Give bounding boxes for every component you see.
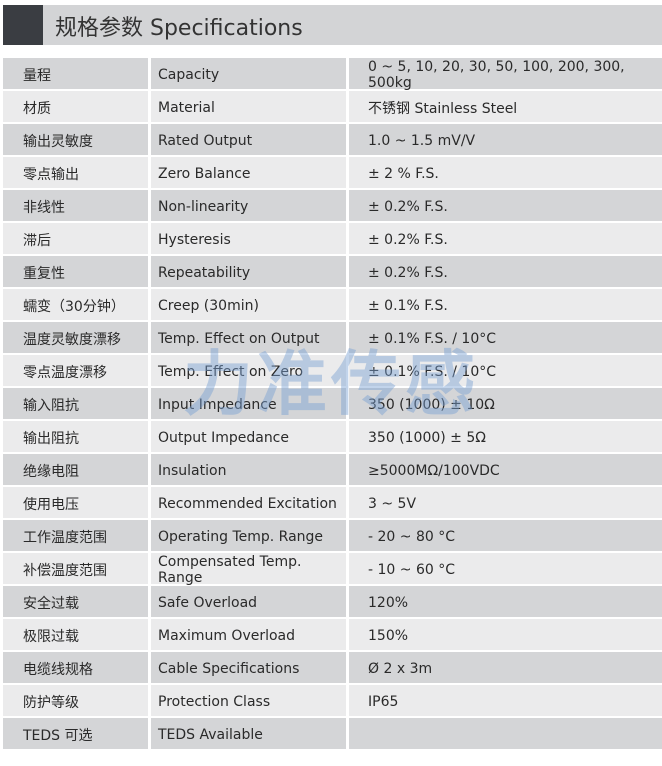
section-title: 规格参数 Specifications — [55, 16, 303, 41]
spec-name-en: Cable Specifications — [151, 652, 346, 683]
spec-value: 0 ~ 5, 10, 20, 30, 50, 100, 200, 300, 50… — [349, 58, 662, 91]
table-row: 电缆线规格 Cable Specifications Ø 2 x 3m — [3, 652, 662, 683]
spec-name-cn: 零点输出 — [3, 157, 148, 188]
spec-value: 350 (1000) ± 5Ω — [349, 421, 662, 452]
spec-value: 不锈钢 Stainless Steel — [349, 91, 662, 122]
spec-name-cn: 零点温度漂移 — [3, 355, 148, 386]
spec-name-cn: 安全过载 — [3, 586, 148, 617]
spec-name-cn: TEDS 可选 — [3, 718, 148, 749]
table-row: 零点温度漂移 Temp. Effect on Zero ± 0.1% F.S. / … — [3, 355, 662, 386]
spec-name-en: Hysteresis — [151, 223, 346, 254]
spec-value: 3 ~ 5V — [349, 487, 662, 518]
spec-name-cn: 工作温度范围 — [3, 520, 148, 551]
table-row: 输出灵敏度 Rated Output 1.0 ~ 1.5 mV/V — [3, 124, 662, 155]
spec-value: 150% — [349, 619, 662, 650]
spec-name-en: Material — [151, 91, 346, 122]
table-row: 量程 Capacity 0 ~ 5, 10, 20, 30, 50, 100, 20… — [3, 58, 662, 91]
section-header: 规格参数 Specifications — [3, 5, 662, 45]
spec-value: IP65 — [349, 685, 662, 716]
spec-name-cn: 绝缘电阻 — [3, 454, 148, 485]
spec-value: ≥5000MΩ/100VDC — [349, 454, 662, 485]
spec-name-en: Safe Overload — [151, 586, 346, 617]
table-row: 工作温度范围 Operating Temp. Range - 20 ~ 80 °C — [3, 520, 662, 551]
table-row: 防护等级 Protection Class IP65 — [3, 685, 662, 716]
spec-name-cn: 输出灵敏度 — [3, 124, 148, 155]
spec-name-en: Insulation — [151, 454, 346, 485]
spec-name-en: Zero Balance — [151, 157, 346, 188]
spec-value — [349, 718, 662, 749]
spec-value: ± 0.1% F.S. / 10°C — [349, 355, 662, 386]
spec-table: 量程 Capacity 0 ~ 5, 10, 20, 30, 50, 100, 20… — [3, 58, 662, 751]
table-row: 温度灵敏度漂移 Temp. Effect on Output ± 0.1% F.S.… — [3, 322, 662, 353]
table-row: 重复性 Repeatability ± 0.2% F.S. — [3, 256, 662, 287]
spec-name-en: Maximum Overload — [151, 619, 346, 650]
spec-name-cn: 输出阻抗 — [3, 421, 148, 452]
spec-value: - 20 ~ 80 °C — [349, 520, 662, 551]
spec-name-en: Rated Output — [151, 124, 346, 155]
table-row: 极限过载 Maximum Overload 150% — [3, 619, 662, 650]
spec-name-en: Temp. Effect on Output — [151, 322, 346, 353]
spec-name-en: Operating Temp. Range — [151, 520, 346, 551]
spec-name-cn: 重复性 — [3, 256, 148, 287]
spec-name-en: Temp. Effect on Zero — [151, 355, 346, 386]
spec-value: 1.0 ~ 1.5 mV/V — [349, 124, 662, 155]
spec-name-cn: 量程 — [3, 58, 148, 89]
spec-name-en: Compensated Temp. Range — [151, 553, 346, 586]
spec-name-cn: 补偿温度范围 — [3, 553, 148, 584]
spec-name-cn: 输入阻抗 — [3, 388, 148, 419]
spec-name-cn: 电缆线规格 — [3, 652, 148, 683]
header-block-decoration — [3, 5, 43, 45]
spec-name-cn: 蠕变（30分钟） — [3, 289, 148, 320]
spec-name-cn: 非线性 — [3, 190, 148, 221]
spec-name-en: Creep (30min) — [151, 289, 346, 320]
table-row: 补偿温度范围 Compensated Temp. Range - 10 ~ 60 °… — [3, 553, 662, 586]
table-row: 使用电压 Recommended Excitation 3 ~ 5V — [3, 487, 662, 518]
table-row: TEDS 可选 TEDS Available — [3, 718, 662, 749]
spec-name-cn: 温度灵敏度漂移 — [3, 322, 148, 353]
spec-name-cn: 极限过载 — [3, 619, 148, 650]
spec-value: ± 2 % F.S. — [349, 157, 662, 188]
table-row: 输入阻抗 Input Impedance 350 (1000) ± 10Ω — [3, 388, 662, 419]
table-row: 输出阻抗 Output Impedance 350 (1000) ± 5Ω — [3, 421, 662, 452]
spec-name-en: Recommended Excitation — [151, 487, 346, 518]
spec-name-en: Output Impedance — [151, 421, 346, 452]
spec-name-en: Capacity — [151, 58, 346, 89]
spec-value: - 10 ~ 60 °C — [349, 553, 662, 584]
spec-value: Ø 2 x 3m — [349, 652, 662, 683]
table-row: 蠕变（30分钟） Creep (30min) ± 0.1% F.S. — [3, 289, 662, 320]
spec-value: 350 (1000) ± 10Ω — [349, 388, 662, 419]
spec-value: ± 0.2% F.S. — [349, 190, 662, 221]
spec-name-cn: 使用电压 — [3, 487, 148, 518]
spec-value: 120% — [349, 586, 662, 617]
table-row: 安全过载 Safe Overload 120% — [3, 586, 662, 617]
table-row: 零点输出 Zero Balance ± 2 % F.S. — [3, 157, 662, 188]
spec-name-en: TEDS Available — [151, 718, 346, 749]
table-row: 绝缘电阻 Insulation ≥5000MΩ/100VDC — [3, 454, 662, 485]
spec-value: ± 0.2% F.S. — [349, 223, 662, 254]
spec-name-cn: 材质 — [3, 91, 148, 122]
table-row: 非线性 Non-linearity ± 0.2% F.S. — [3, 190, 662, 221]
spec-name-en: Non-linearity — [151, 190, 346, 221]
spec-value: ± 0.1% F.S. / 10°C — [349, 322, 662, 353]
spec-name-cn: 滞后 — [3, 223, 148, 254]
spec-value: ± 0.2% F.S. — [349, 256, 662, 287]
table-row: 材质 Material 不锈钢 Stainless Steel — [3, 91, 662, 122]
spec-name-cn: 防护等级 — [3, 685, 148, 716]
spec-name-en: Input Impedance — [151, 388, 346, 419]
spec-name-en: Protection Class — [151, 685, 346, 716]
table-row: 滞后 Hysteresis ± 0.2% F.S. — [3, 223, 662, 254]
spec-value: ± 0.1% F.S. — [349, 289, 662, 320]
spec-name-en: Repeatability — [151, 256, 346, 287]
